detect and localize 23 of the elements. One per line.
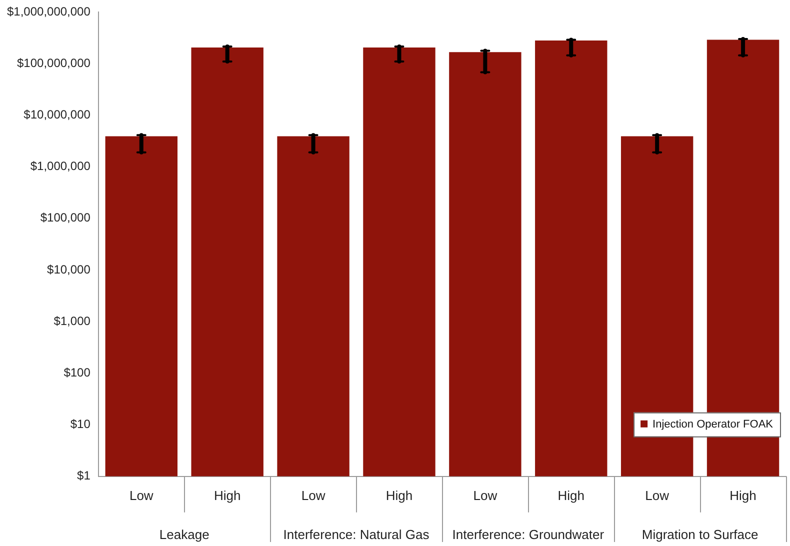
- x-tick-label: Low: [645, 488, 670, 503]
- y-tick-label: $100,000,000: [17, 56, 91, 70]
- text: Migration to Surface: [642, 527, 758, 542]
- x-tick-label: High: [386, 488, 413, 503]
- y-tick-label: $1,000: [54, 314, 91, 328]
- text: Interference: Groundwater: [452, 527, 605, 542]
- y-tick-label: $10,000,000: [24, 108, 91, 122]
- y-tick-label: $10,000: [47, 262, 91, 276]
- x-tick-label: Low: [129, 488, 154, 503]
- x-tick-label: High: [730, 488, 756, 503]
- text: Leakage: [159, 527, 210, 542]
- y-tick-label: $100: [64, 366, 91, 380]
- x-tick-label: High: [214, 488, 241, 503]
- y-tick-label: $1: [77, 468, 91, 483]
- x-tick-label: Low: [301, 488, 326, 503]
- y-tick-label: $100,000: [40, 210, 91, 225]
- x-tick-label: High: [558, 488, 585, 503]
- y-tick-label: $1,000,000: [30, 159, 91, 174]
- x-tick-label: Low: [473, 488, 498, 503]
- y-tick-label: $1,000,000,000: [6, 4, 91, 18]
- text: Interference: Natural Gas: [283, 527, 430, 542]
- y-tick-label: $10: [70, 417, 91, 432]
- legend-label: Injection Operator FOAK: [652, 418, 774, 430]
